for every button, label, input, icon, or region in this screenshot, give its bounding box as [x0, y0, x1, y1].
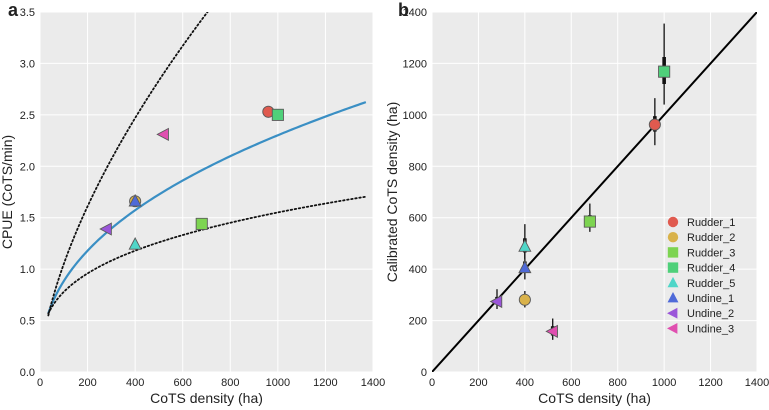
legend-marker-Undine_2 — [667, 307, 678, 319]
point-Rudder_3 — [583, 215, 596, 228]
x-tick-label: 1400 — [745, 377, 769, 389]
y-tick-label: 0.0 — [20, 367, 35, 379]
point-Rudder_4 — [271, 108, 284, 121]
point-Rudder_1 — [648, 118, 661, 131]
x-tick-label: 400 — [516, 377, 534, 389]
x-tick-label: 800 — [609, 377, 627, 389]
y-tick-label: 1400 — [403, 7, 427, 19]
x-tick-label: 400 — [126, 377, 144, 389]
x-tick-label: 1200 — [313, 377, 337, 389]
legend-marker-Undine_3 — [667, 322, 678, 334]
x-axis-label: CoTS density (ha) — [538, 390, 651, 406]
x-tick-label: 200 — [469, 377, 487, 389]
legend-marker-Rudder_4 — [667, 262, 679, 273]
legend-marker-Rudder_5 — [667, 276, 679, 288]
point-Undine_2 — [489, 294, 503, 309]
x-tick-label: 600 — [562, 377, 580, 389]
x-tick-label: 1200 — [698, 377, 722, 389]
panel-b-calibrated-vs-density: 0 200 400 600 800 1000 1200 1400 0 200 400 600 800 10… — [384, 0, 769, 406]
x-tick-label: 800 — [221, 377, 239, 389]
y-tick-label: 400 — [409, 264, 427, 276]
y-tick-label: 2.0 — [20, 161, 35, 173]
x-tick-label: 0 — [429, 377, 435, 389]
point-Undine_1 — [128, 193, 142, 207]
y-axis-label: CPUE (CoTS/min) — [0, 135, 15, 249]
legend-label: Rudder_5 — [687, 278, 735, 290]
x-tick-label: 600 — [174, 377, 192, 389]
point-Rudder_2 — [518, 293, 531, 306]
point-Rudder_3 — [195, 217, 208, 230]
panel-letter: a — [8, 0, 19, 20]
legend: Rudder_1 Rudder_2 Rudder_3 Rudder_4 Rudder_5… — [667, 216, 735, 335]
point-Rudder_4 — [658, 65, 671, 78]
x-tick-label: 1000 — [266, 377, 290, 389]
legend-label: Undine_3 — [687, 323, 734, 335]
x-tick-label: 200 — [78, 377, 96, 389]
y-tick-label: 2.5 — [20, 110, 35, 122]
legend-label: Undine_1 — [687, 293, 734, 305]
legend-label: Rudder_2 — [687, 232, 735, 244]
x-tick-label: 0 — [37, 377, 43, 389]
y-tick-label: 600 — [409, 213, 427, 225]
y-tick-label: 0.5 — [20, 316, 35, 328]
legend-marker-Undine_1 — [667, 292, 679, 303]
point-Undine_1 — [518, 260, 532, 274]
y-tick-label: 1.0 — [20, 264, 35, 276]
x-axis-label: CoTS density (ha) — [150, 390, 263, 406]
x-tick-label: 1000 — [652, 377, 676, 389]
identity-line — [432, 12, 757, 372]
point-Rudder_5 — [128, 237, 142, 250]
point-Undine_2 — [99, 222, 112, 236]
y-tick-label: 800 — [409, 161, 427, 173]
legend-label: Rudder_3 — [687, 247, 735, 259]
point-Undine_3 — [156, 127, 169, 142]
legend-label: Rudder_1 — [687, 217, 735, 229]
y-tick-label: 1000 — [403, 110, 427, 122]
panel-letter: b — [398, 0, 409, 20]
legend-label: Rudder_4 — [687, 263, 735, 275]
legend-marker-Rudder_3 — [667, 247, 679, 258]
y-tick-label: 1.5 — [20, 213, 35, 225]
y-axis-label: Calibrated CoTS density (ha) — [384, 102, 400, 283]
x-tick-label: 1400 — [361, 377, 385, 389]
legend-marker-Rudder_2 — [667, 232, 679, 243]
y-tick-label: 3.5 — [20, 7, 35, 19]
curve-fit — [47, 101, 367, 314]
panel-a-cpue-vs-density: 0 200 400 600 800 1000 1200 1400 0.0 0.5 1.0 1.5 2.0… — [0, 0, 385, 406]
y-tick-label: 3.0 — [20, 58, 35, 70]
plot-background — [40, 12, 373, 372]
curve-upper — [47, 12, 209, 317]
legend-marker-Rudder_1 — [667, 216, 679, 228]
point-Undine_3 — [545, 324, 558, 338]
legend-label: Undine_2 — [687, 308, 734, 320]
point-Rudder_5 — [518, 239, 532, 252]
y-tick-label: 1200 — [403, 58, 427, 70]
y-tick-label: 0 — [421, 367, 427, 379]
y-tick-label: 200 — [409, 316, 427, 328]
